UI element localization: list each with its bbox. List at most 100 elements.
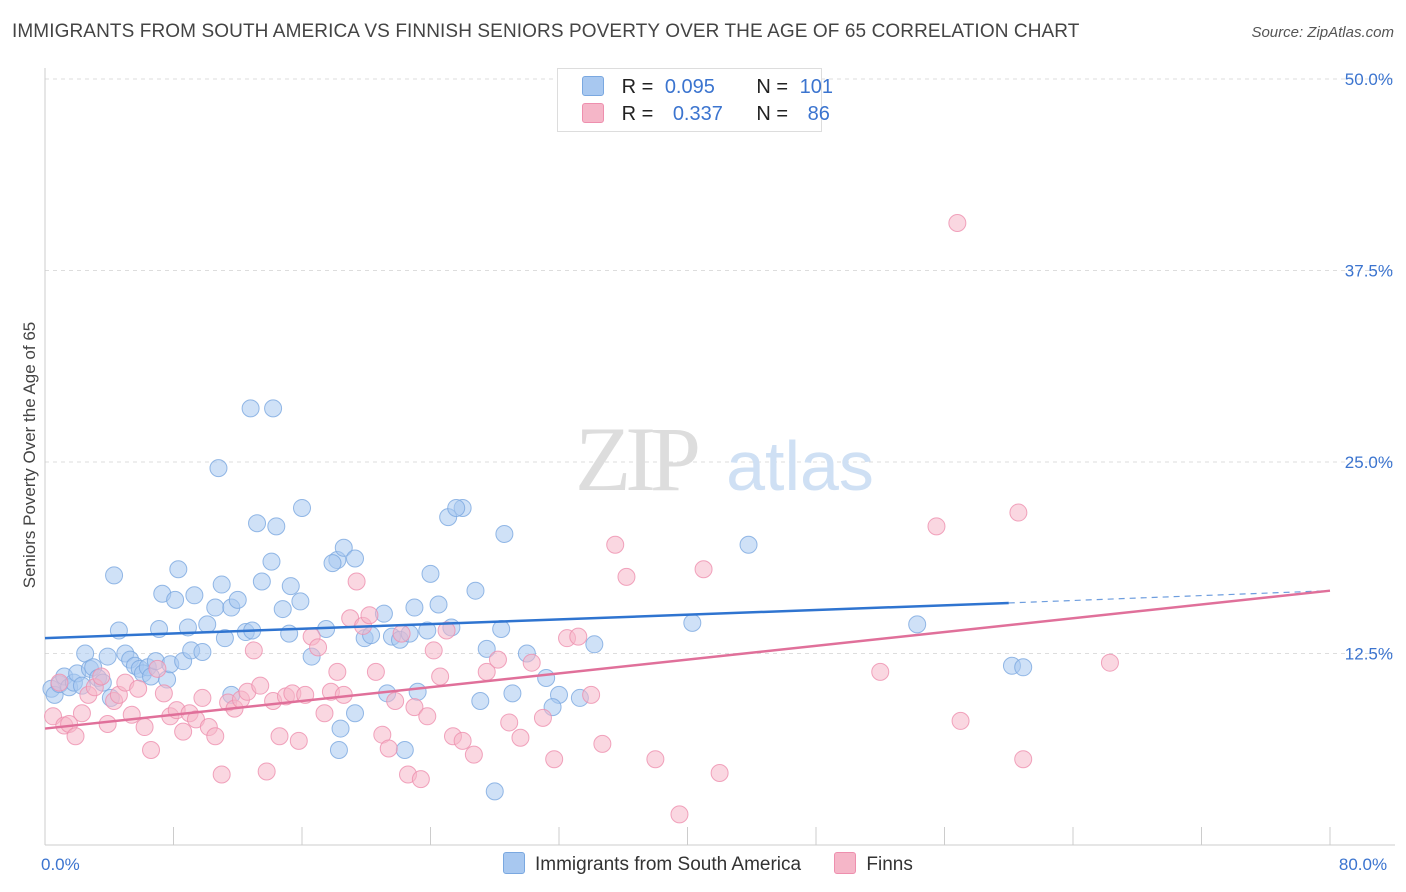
data-point-finns — [948, 214, 967, 233]
data-point-immigrants — [408, 682, 427, 701]
data-point-finns — [694, 560, 713, 579]
data-point-immigrants — [346, 704, 365, 723]
axis-layer — [44, 68, 1395, 846]
legend-row-immigrants: R = 0.095 N = 101 — [582, 76, 833, 99]
legend-n-label: N = — [756, 103, 789, 125]
correlation-legend: R = 0.095 N = 101 R = 0.337 N = 86 — [557, 68, 833, 132]
data-point-immigrants — [291, 592, 310, 611]
data-point-finns — [92, 667, 111, 686]
data-point-finns — [148, 659, 167, 678]
data-point-finns — [1009, 503, 1028, 522]
data-point-immigrants — [477, 639, 496, 658]
data-point-finns — [72, 704, 91, 723]
data-point-immigrants — [281, 577, 300, 596]
data-point-finns — [411, 770, 430, 789]
data-point-immigrants — [331, 719, 350, 738]
data-point-finns — [66, 727, 85, 746]
data-point-finns — [464, 745, 483, 764]
data-point-finns — [1014, 750, 1033, 769]
legend-r-value: 0.337 — [672, 103, 723, 125]
legend-swatch-immigrants — [503, 852, 525, 874]
trend-lines — [44, 589, 1331, 730]
data-point-finns — [670, 805, 689, 824]
data-point-finns — [545, 750, 564, 769]
data-point-finns — [244, 641, 263, 660]
data-point-immigrants — [212, 575, 231, 594]
legend-n-value: 101 — [799, 76, 833, 98]
data-point-immigrants — [267, 517, 286, 536]
data-point-finns — [1100, 653, 1119, 672]
chart-title: IMMIGRANTS FROM SOUTH AMERICA VS FINNISH… — [12, 21, 1080, 42]
data-point-finns — [424, 641, 443, 660]
y-tick-label: 37.5% — [1345, 262, 1393, 281]
legend-r-label: R = — [621, 103, 654, 125]
data-point-finns — [366, 662, 385, 681]
data-point-immigrants — [492, 619, 511, 638]
data-point-immigrants — [241, 399, 260, 418]
data-point-finns — [522, 653, 541, 672]
y-axis-label: Seniors Poverty Over the Age of 65 — [20, 321, 39, 589]
data-point-finns — [606, 535, 625, 554]
data-point-finns — [582, 685, 601, 704]
watermark-zip: ZIP — [575, 408, 698, 510]
data-point-immigrants — [471, 691, 490, 710]
data-point-immigrants — [1014, 658, 1033, 677]
data-point-finns — [309, 638, 328, 657]
data-point-finns — [270, 727, 289, 746]
data-point-finns — [347, 572, 366, 591]
data-point-immigrants — [273, 600, 292, 619]
data-point-finns — [927, 517, 946, 536]
data-point-immigrants — [908, 615, 927, 634]
data-point-finns — [379, 739, 398, 758]
trend-line-immigrants-extension — [1008, 590, 1331, 604]
data-point-immigrants — [346, 549, 365, 568]
data-point-immigrants — [495, 525, 514, 544]
data-point-immigrants — [280, 624, 299, 643]
data-point-finns — [289, 731, 308, 750]
data-point-immigrants — [395, 741, 414, 760]
data-point-immigrants — [447, 498, 466, 517]
series-legend: Immigrants from South America Finns — [503, 852, 941, 876]
y-tick-label: 25.0% — [1345, 453, 1393, 472]
data-point-finns — [392, 624, 411, 643]
data-point-immigrants — [206, 598, 225, 617]
legend-label-finns: Finns — [866, 854, 913, 875]
data-point-finns — [488, 650, 507, 669]
data-point-finns — [154, 684, 173, 703]
data-point-finns — [129, 679, 148, 698]
legend-r-value: 0.095 — [664, 76, 715, 98]
data-point-immigrants — [228, 590, 247, 609]
data-point-immigrants — [166, 590, 185, 609]
legend-n-label: N = — [756, 76, 789, 98]
data-point-immigrants — [264, 399, 283, 418]
data-point-immigrants — [198, 615, 217, 634]
data-point-immigrants — [421, 564, 440, 583]
legend-swatch-immigrants — [582, 76, 604, 96]
data-point-finns — [418, 707, 437, 726]
data-point-finns — [50, 673, 69, 692]
data-point-finns — [951, 711, 970, 730]
grid-layer — [45, 78, 1395, 654]
data-point-immigrants — [98, 647, 117, 666]
data-point-immigrants — [418, 621, 437, 640]
data-point-immigrants — [485, 782, 504, 801]
watermark: ZIP atlas — [575, 408, 874, 510]
data-point-immigrants — [537, 669, 556, 688]
data-point-immigrants — [262, 552, 281, 571]
data-point-immigrants — [334, 538, 353, 557]
data-point-immigrants — [323, 554, 342, 573]
trend-line-immigrants — [44, 601, 1009, 640]
source-label: Source: ZipAtlas.com — [1251, 24, 1394, 41]
data-point-finns — [315, 704, 334, 723]
data-point-finns — [174, 722, 193, 741]
data-point-immigrants — [215, 629, 234, 648]
data-point-finns — [135, 718, 154, 737]
data-point-finns — [437, 621, 456, 640]
data-point-immigrants — [503, 684, 522, 703]
data-point-finns — [431, 667, 450, 686]
legend-item-finns: Finns — [834, 852, 913, 876]
data-point-immigrants — [466, 581, 485, 600]
data-point-immigrants — [252, 572, 271, 591]
data-point-finns — [193, 688, 212, 707]
